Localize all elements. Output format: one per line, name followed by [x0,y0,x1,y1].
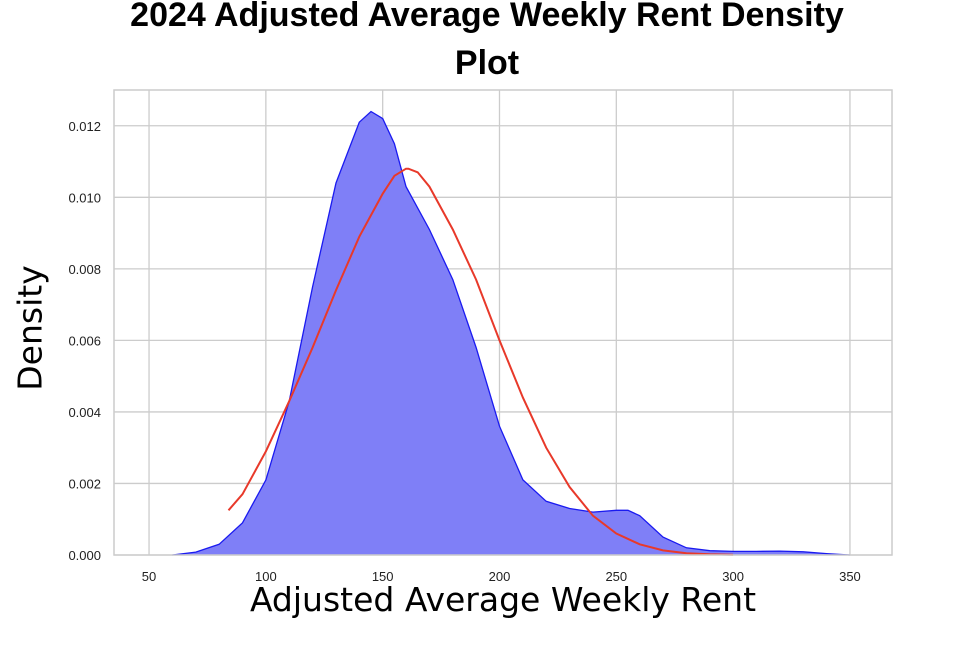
y-tick-label: 0.002 [68,476,101,491]
y-tick-label: 0.000 [68,548,101,563]
plot-frame [113,89,893,556]
x-axis-label: Adjusted Average Weekly Rent [249,580,757,619]
kde-line [172,110,850,556]
x-tick-label: 350 [839,569,861,584]
chart-title-line-1: 2024 Adjusted Average Weekly Rent Densit… [130,0,844,34]
chart-title-line-2: Plot [454,44,520,82]
y-tick-label: 0.004 [68,405,101,420]
x-tick-label: 50 [142,569,156,584]
x-tick-label: 250 [605,569,627,584]
x-tick-label: 300 [722,569,744,584]
x-tick-label: 150 [372,569,394,584]
x-tick-label: 200 [489,569,511,584]
y-tick-label: 0.010 [68,190,101,205]
normal-curve-line [227,167,734,556]
y-tick-label: 0.012 [68,119,101,134]
kde-area-fill [172,111,850,555]
y-axis-label: Density [10,265,50,391]
y-tick-label: 0.006 [68,333,101,348]
x-tick-label: 100 [255,569,277,584]
y-tick-label: 0.008 [68,262,101,277]
